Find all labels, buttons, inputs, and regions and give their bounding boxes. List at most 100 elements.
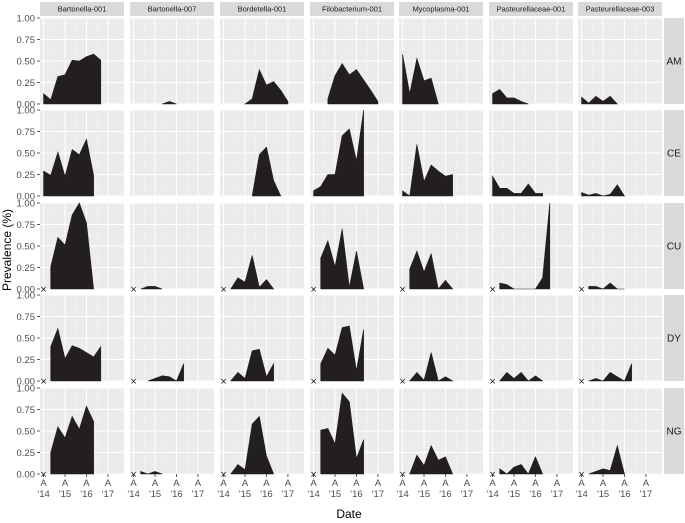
column-strip-label: Bartonella-007 [148, 5, 197, 14]
x-tick-label-year: '17 [640, 489, 652, 500]
area-series [140, 286, 163, 290]
y-tick-label: 0.00 [17, 376, 36, 387]
x-tick-label-month: A [62, 478, 69, 489]
area-series [402, 54, 439, 105]
y-tick-label: 0.50 [17, 56, 36, 67]
x-tick-label-month: A [152, 478, 159, 489]
x-tick-label-month: A [40, 478, 47, 489]
area-series [409, 444, 454, 475]
y-tick-label: 0.75 [17, 312, 36, 323]
strip-background [130, 2, 214, 16]
y-tick-label: 1.00 [17, 383, 36, 394]
x-tick-label-year: '16 [260, 489, 272, 500]
panel-bartonella-007-cu: × [130, 202, 214, 296]
x-tick-label-month: A [511, 478, 518, 489]
missing-data-marker: × [399, 284, 405, 296]
x-tick-label-month: A [130, 478, 137, 489]
panel-bartonella-007-am [130, 17, 214, 105]
row-strip-cu: CU [664, 203, 684, 289]
column-strip-label: Pasteurellaceae-001 [497, 5, 566, 14]
column-strip-label: Filobacterium-001 [322, 5, 382, 14]
column-strip-label: Mycoplasma-001 [412, 5, 469, 14]
row-strip-label: NG [667, 427, 682, 438]
strip-background [664, 203, 684, 289]
y-tick-label: 0.00 [17, 99, 36, 110]
area-series [499, 202, 551, 290]
x-tick-label-year: '14 [217, 489, 229, 500]
y-tick-label: 0.25 [17, 355, 36, 366]
missing-data-marker: × [130, 376, 136, 388]
x-tick-label-month: A [375, 478, 382, 489]
panel-pasteurellaceae-003-ce [578, 109, 662, 197]
x-tick-label-year: '15 [59, 489, 71, 500]
panel-mycoplasma-001-cu: × [399, 202, 483, 296]
x-tick-label-year: '17 [551, 489, 563, 500]
x-tick-label-month: A [242, 478, 249, 489]
x-axis-title: Date [336, 507, 362, 521]
x-tick-label-year: '16 [439, 489, 451, 500]
x-tick-label-month: A [421, 478, 428, 489]
x-tick-label-month: A [353, 478, 360, 489]
area-series [581, 95, 619, 105]
strip-background [220, 2, 304, 16]
missing-data-marker: × [489, 284, 495, 296]
panel-pasteurellaceae-001-dy: × [489, 294, 573, 388]
area-series [43, 138, 94, 197]
x-tick-label-year: '17 [461, 489, 473, 500]
panel-bartonella-001-am [40, 17, 124, 105]
area-series [581, 184, 626, 197]
column-strip-label: Pasteurellaceae-003 [586, 5, 655, 14]
panel-bartonella-001-dy: × [40, 294, 124, 388]
y-tick-label: 0.00 [17, 469, 36, 480]
strip-background [664, 110, 684, 196]
x-tick-label-year: '14 [396, 489, 408, 500]
row-strip-am: AM [664, 18, 684, 104]
y-tick-label: 0.25 [17, 448, 36, 459]
area-series [50, 202, 94, 290]
area-series [320, 392, 364, 475]
panel-bartonella-001-ng: × [40, 387, 124, 481]
panel-filobacterium-001-am [310, 17, 394, 105]
x-tick-label-month: A [643, 478, 650, 489]
area-series [409, 250, 454, 290]
panel-pasteurellaceae-003-cu: × [578, 202, 662, 296]
panel-mycoplasma-001-ng: × [399, 387, 483, 481]
x-tick-label-year: '14 [127, 489, 139, 500]
panel-pasteurellaceae-003-ng: × [578, 387, 662, 481]
strip-background [399, 2, 483, 16]
strip-background [664, 18, 684, 104]
row-strip-label: CU [667, 242, 681, 253]
panels-layer: × × × × × × ×× × × × × × ×× × × × × × × [40, 17, 662, 481]
panel-pasteurellaceae-001-ce [489, 109, 573, 197]
panel-mycoplasma-001-ce [399, 109, 483, 197]
x-tick-label-year: '16 [350, 489, 362, 500]
row-strip-label: CE [667, 149, 681, 160]
x-tick-label-month: A [600, 478, 607, 489]
strip-background [310, 2, 394, 16]
y-tick-label: 0.50 [17, 333, 36, 344]
column-strip-label: Bartonella-001 [58, 5, 107, 14]
x-tick-label-month: A [195, 478, 202, 489]
y-tick-label: 0.25 [17, 78, 36, 89]
column-strip-bartonella-007: Bartonella-007 [130, 2, 214, 16]
area-series [43, 53, 102, 105]
y-axis-title: Prevalence (%) [0, 209, 14, 291]
y-tick-label: 0.25 [17, 170, 36, 181]
area-series [230, 255, 275, 290]
area-series [320, 228, 364, 290]
x-tick-label-month: A [621, 478, 628, 489]
x-tick-label-year: '15 [508, 489, 520, 500]
x-tick-label-month: A [83, 478, 90, 489]
panel-bartonella-001-ce [40, 109, 124, 197]
y-tick-label: 1.00 [17, 198, 36, 209]
panel-bordetella-001-ng: × [220, 387, 304, 481]
x-tick-label-month: A [464, 478, 471, 489]
panel-bordetella-001-ce [220, 109, 304, 197]
panel-pasteurellaceae-001-cu: × [489, 202, 573, 296]
x-tick-label-month: A [220, 478, 227, 489]
area-series [409, 352, 454, 382]
panel-filobacterium-001-cu: × [310, 202, 394, 296]
column-strip-bartonella-001: Bartonella-001 [40, 2, 124, 16]
strip-background [664, 295, 684, 381]
